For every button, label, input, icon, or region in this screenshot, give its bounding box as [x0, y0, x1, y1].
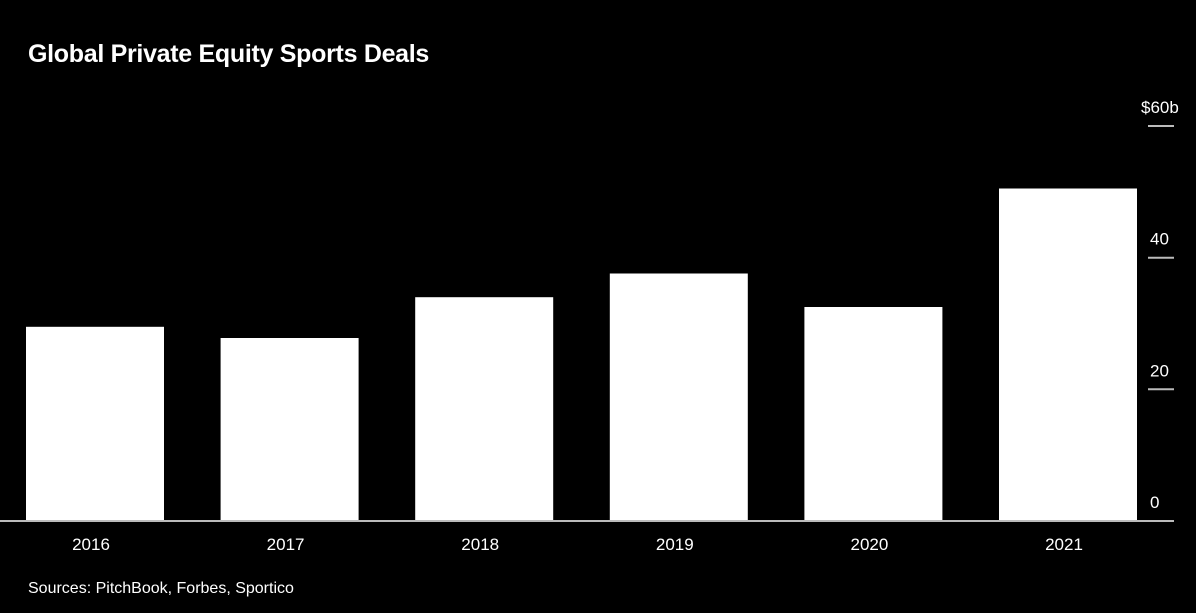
chart-title: Global Private Equity Sports Deals [28, 40, 430, 68]
bar-2019 [609, 273, 748, 521]
bar-2018 [415, 297, 554, 521]
bar-2021 [999, 188, 1137, 521]
y-tick-label: $60b [1141, 98, 1179, 117]
x-tick-label: 2016 [72, 535, 110, 554]
bars-layer [26, 188, 1137, 521]
x-tick-label: 2019 [656, 535, 694, 554]
y-tick-label: 20 [1150, 361, 1169, 380]
y-axis: 0 20 40 $60b [1141, 98, 1179, 512]
bar-2020 [804, 307, 943, 521]
y-tick-label: 0 [1150, 493, 1159, 512]
x-tick-label: 2020 [850, 535, 888, 554]
bar-2016 [26, 326, 164, 521]
x-tick-label: 2021 [1045, 535, 1083, 554]
x-tick-label: 2018 [461, 535, 499, 554]
source-note: Sources: PitchBook, Forbes, Sportico [28, 580, 294, 597]
x-axis: 2016 2017 2018 2019 2020 2021 [72, 535, 1083, 554]
bar-2017 [220, 338, 359, 521]
x-tick-label: 2017 [267, 535, 305, 554]
y-tick-label: 40 [1150, 230, 1169, 249]
